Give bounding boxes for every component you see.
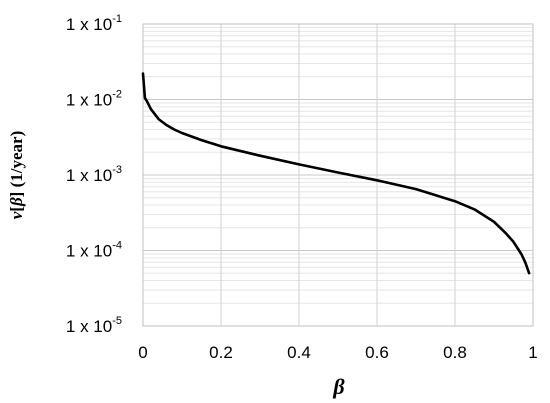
series-line [141, 72, 531, 275]
y-axis-title-beta: β [7, 197, 26, 207]
x-tick-label: 0.2 [209, 343, 233, 362]
grid [142, 23, 534, 327]
x-tick-label: 0.4 [287, 343, 311, 362]
x-tick-label: 0.6 [365, 343, 389, 362]
y-tick-label: 1 x 10-3 [66, 164, 122, 185]
x-tick-label: 0 [138, 343, 147, 362]
y-axis-title-open: [ [7, 206, 26, 212]
x-tick-label: 0.8 [443, 343, 467, 362]
y-axis-title-unit: ] (1/year) [7, 131, 26, 198]
y-axis-ticks: 1 x 10-1 1 x 10-2 1 x 10-3 1 x 10-4 1 x 10-5 [66, 13, 122, 336]
y-axis-title-nu: ν [7, 211, 26, 219]
x-tick-label: 1 [528, 343, 537, 362]
plot-border [142, 23, 534, 327]
y-tick-label: 1 x 10-5 [66, 315, 122, 336]
y-tick-label: 1 x 10-1 [66, 13, 122, 34]
plot-frame [142, 23, 534, 327]
x-axis-title: β [332, 374, 345, 399]
y-axis-title: ν[β] (1/year) [7, 131, 26, 220]
y-tick-label: 1 x 10-4 [66, 240, 122, 261]
y-tick-label: 1 x 10-2 [66, 89, 122, 110]
series-group [141, 72, 531, 275]
x-axis-ticks: 0 0.2 0.4 0.6 0.8 1 [138, 343, 537, 362]
